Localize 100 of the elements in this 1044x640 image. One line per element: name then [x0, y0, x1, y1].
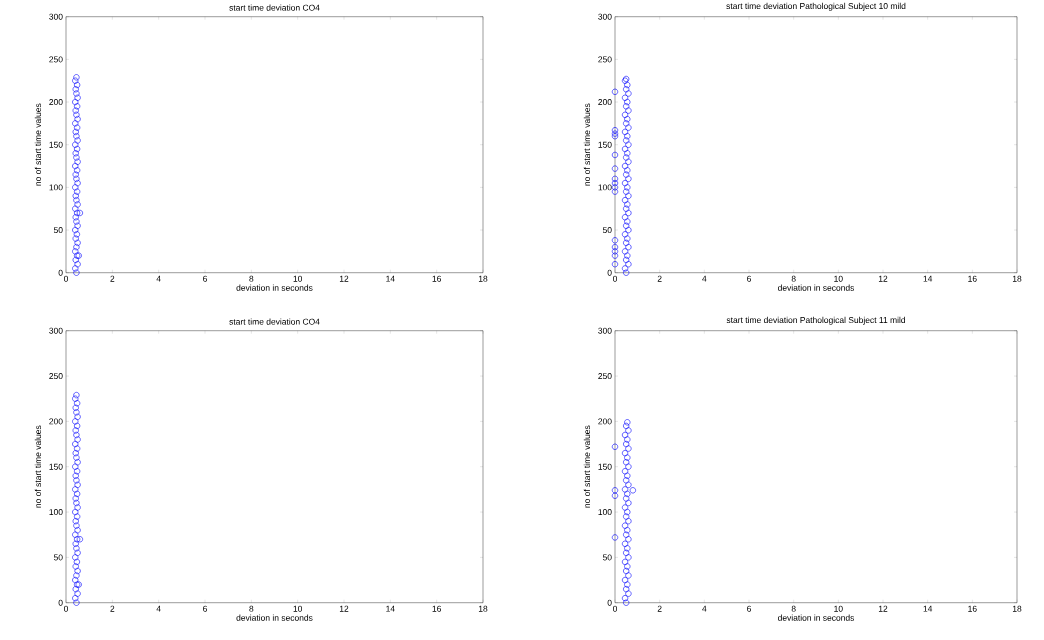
- point: [624, 545, 631, 552]
- point: [72, 450, 79, 457]
- y-tick-label: 300: [49, 13, 63, 20]
- point: [73, 432, 80, 439]
- point: [73, 269, 80, 276]
- x-tick-label: 6: [747, 605, 751, 612]
- point: [72, 441, 79, 448]
- point: [74, 137, 81, 144]
- point: [72, 120, 79, 127]
- x-axis-title: deviation in seconds: [236, 614, 313, 621]
- y-tick-label: 200: [598, 418, 612, 425]
- point: [74, 116, 81, 123]
- x-tick-label: 14: [386, 605, 395, 612]
- point: [74, 146, 81, 153]
- y-tick-label: 250: [598, 56, 612, 63]
- x-tick-label: 0: [612, 275, 618, 282]
- point: [74, 481, 81, 489]
- point: [623, 586, 630, 593]
- point: [621, 486, 629, 493]
- point: [72, 472, 79, 480]
- point: [74, 445, 81, 452]
- y-tick-label: 50: [602, 227, 612, 234]
- point: [624, 563, 631, 570]
- y-tick-label: 150: [598, 141, 612, 148]
- point: [621, 558, 629, 566]
- point: [72, 265, 79, 272]
- point: [72, 404, 79, 412]
- y-tick-label: 50: [53, 554, 63, 561]
- x-tick-label: 10: [293, 605, 303, 612]
- x-tick-label: 10: [834, 605, 843, 612]
- point: [72, 495, 79, 502]
- point: [624, 509, 631, 516]
- point: [74, 422, 81, 430]
- x-tick-label: 4: [156, 605, 161, 612]
- point: [72, 235, 79, 242]
- y-tick-label: 50: [602, 554, 612, 561]
- point: [73, 90, 80, 97]
- point: [73, 477, 80, 484]
- point: [73, 133, 80, 140]
- point: [74, 158, 81, 166]
- x-tick-label: 2: [657, 605, 662, 612]
- y-tick-label: 0: [607, 269, 612, 276]
- x-tick-label: 8: [249, 605, 254, 612]
- point: [621, 450, 629, 457]
- point: [72, 540, 79, 548]
- point: [72, 509, 79, 516]
- point: [74, 222, 81, 230]
- y-tick-label: 100: [598, 509, 612, 516]
- x-tick-label: 2: [110, 605, 115, 612]
- point: [625, 427, 632, 434]
- point: [72, 205, 79, 212]
- chart-title: start time deviation Pathological Subject 11 mild: [726, 316, 906, 325]
- y-tick-label: 250: [598, 373, 612, 380]
- y-tick-label: 0: [58, 269, 63, 276]
- point: [625, 572, 632, 579]
- y-axis-title: no of start time values: [583, 425, 591, 508]
- x-axis-title: deviation in seconds: [236, 284, 313, 291]
- point: [73, 392, 80, 399]
- x-tick-label: 0: [63, 275, 69, 282]
- y-tick-label: 100: [49, 509, 63, 516]
- point: [74, 527, 81, 534]
- point: [72, 586, 79, 593]
- point: [611, 534, 619, 541]
- point: [74, 188, 81, 195]
- y-tick-label: 100: [598, 184, 612, 191]
- point: [625, 518, 632, 525]
- point: [74, 504, 81, 511]
- point: [72, 163, 79, 170]
- point: [625, 554, 632, 561]
- point: [74, 513, 81, 520]
- point: [623, 459, 630, 466]
- point: [74, 124, 81, 131]
- point: [72, 486, 79, 493]
- point: [72, 150, 79, 157]
- point: [72, 214, 79, 221]
- x-tick-label: 14: [923, 605, 933, 612]
- point: [624, 472, 631, 480]
- x-tick-label: 0: [63, 605, 69, 612]
- point: [624, 419, 631, 426]
- x-tick-label: 16: [432, 605, 442, 612]
- x-axis-title: deviation in seconds: [778, 614, 855, 621]
- x-axis-title: deviation in seconds: [778, 284, 855, 291]
- y-tick-label: 50: [53, 227, 63, 234]
- point: [73, 111, 80, 119]
- point: [74, 413, 81, 421]
- x-tick-label: 12: [339, 605, 349, 612]
- point: [72, 192, 79, 200]
- x-tick-label: 18: [1012, 605, 1022, 612]
- point: [73, 545, 80, 552]
- x-tick-label: 0: [612, 605, 618, 612]
- point: [625, 463, 632, 470]
- x-tick-label: 2: [657, 275, 662, 282]
- point: [72, 418, 79, 425]
- y-tick-label: 150: [598, 463, 612, 470]
- x-tick-label: 6: [747, 275, 751, 282]
- point: [621, 522, 629, 529]
- point: [72, 248, 79, 255]
- y-tick-label: 0: [58, 599, 63, 606]
- y-tick-label: 150: [49, 141, 63, 148]
- point: [611, 443, 619, 450]
